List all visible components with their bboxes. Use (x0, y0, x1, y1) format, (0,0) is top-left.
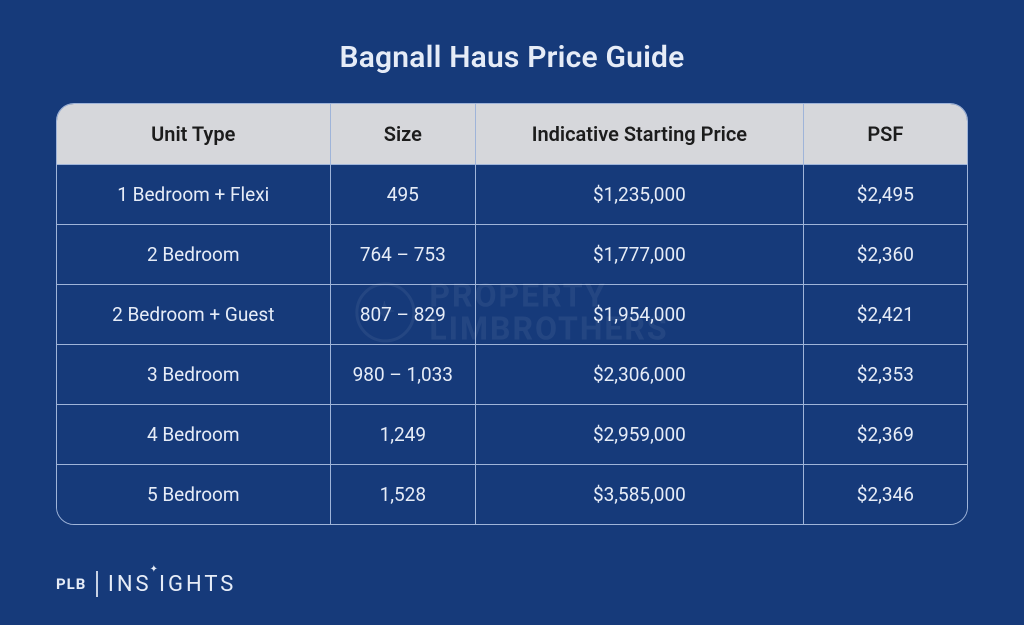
cell-price: $1,235,000 (476, 165, 804, 225)
cell-unit-type: 2 Bedroom (57, 225, 330, 285)
cell-size: 980 – 1,033 (330, 345, 476, 405)
cell-price: $1,954,000 (476, 285, 804, 345)
cell-price: $2,959,000 (476, 405, 804, 465)
brand-insights-pre: INS (108, 572, 152, 597)
cell-psf: $2,346 (803, 465, 967, 525)
cell-price: $3,585,000 (476, 465, 804, 525)
cell-size: 807 – 829 (330, 285, 476, 345)
table-row: 1 Bedroom + Flexi 495 $1,235,000 $2,495 (57, 165, 967, 225)
cell-size: 1,249 (330, 405, 476, 465)
cell-price: $1,777,000 (476, 225, 804, 285)
page-title: Bagnall Haus Price Guide (339, 40, 684, 75)
cell-psf: $2,353 (803, 345, 967, 405)
cell-unit-type: 2 Bedroom + Guest (57, 285, 330, 345)
col-unit-type: Unit Type (57, 104, 330, 165)
table-row: 2 Bedroom 764 – 753 $1,777,000 $2,360 (57, 225, 967, 285)
footer-brand: PLB INS✦IGHTS (56, 571, 236, 597)
brand-divider (96, 571, 98, 597)
brand-insights: INS✦IGHTS (108, 572, 237, 597)
table-header-row: Unit Type Size Indicative Starting Price… (57, 104, 967, 165)
cell-psf: $2,495 (803, 165, 967, 225)
brand-insights-post: IGHTS (159, 572, 236, 597)
cell-unit-type: 1 Bedroom + Flexi (57, 165, 330, 225)
price-table-wrap: Unit Type Size Indicative Starting Price… (56, 103, 968, 525)
brand-plb: PLB (56, 575, 86, 593)
cell-unit-type: 5 Bedroom (57, 465, 330, 525)
price-table: Unit Type Size Indicative Starting Price… (57, 104, 967, 524)
spark-icon: ✦ (150, 564, 161, 575)
table-row: 4 Bedroom 1,249 $2,959,000 $2,369 (57, 405, 967, 465)
cell-psf: $2,369 (803, 405, 967, 465)
table-header: Unit Type Size Indicative Starting Price… (57, 104, 967, 165)
cell-price: $2,306,000 (476, 345, 804, 405)
page-container: Bagnall Haus Price Guide Unit Type Size … (0, 0, 1024, 625)
cell-size: 495 (330, 165, 476, 225)
col-psf: PSF (803, 104, 967, 165)
cell-size: 1,528 (330, 465, 476, 525)
table-row: 2 Bedroom + Guest 807 – 829 $1,954,000 $… (57, 285, 967, 345)
table-row: 5 Bedroom 1,528 $3,585,000 $2,346 (57, 465, 967, 525)
cell-unit-type: 3 Bedroom (57, 345, 330, 405)
cell-size: 764 – 753 (330, 225, 476, 285)
table-row: 3 Bedroom 980 – 1,033 $2,306,000 $2,353 (57, 345, 967, 405)
cell-psf: $2,360 (803, 225, 967, 285)
table-body: 1 Bedroom + Flexi 495 $1,235,000 $2,495 … (57, 165, 967, 525)
col-size: Size (330, 104, 476, 165)
cell-unit-type: 4 Bedroom (57, 405, 330, 465)
cell-psf: $2,421 (803, 285, 967, 345)
col-price: Indicative Starting Price (476, 104, 804, 165)
